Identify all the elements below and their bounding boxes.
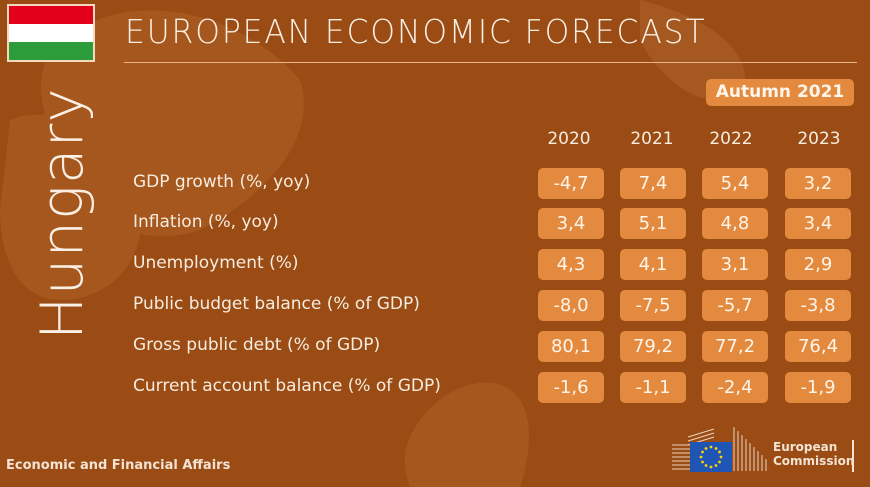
year-header: 2021 bbox=[630, 129, 674, 149]
value-cell: 4,3 bbox=[538, 249, 604, 280]
logo-text-line1: European bbox=[773, 440, 838, 454]
value-cell: 3,2 bbox=[785, 168, 851, 199]
value-cell: -8,0 bbox=[538, 290, 604, 321]
value-cell: 2,9 bbox=[785, 249, 851, 280]
value-cell: 7,4 bbox=[620, 168, 686, 199]
logo-text-line2: Commission bbox=[773, 454, 855, 468]
logo-divider bbox=[852, 440, 854, 472]
row-label: GDP growth (%, yoy) bbox=[133, 172, 311, 192]
title-divider bbox=[124, 62, 857, 63]
row-label: Gross public debt (% of GDP) bbox=[133, 335, 381, 355]
value-cell: 3,1 bbox=[702, 249, 768, 280]
value-cell: -3,8 bbox=[785, 290, 851, 321]
hungary-flag-icon bbox=[7, 4, 95, 62]
value-cell: -5,7 bbox=[702, 290, 768, 321]
european-commission-logo bbox=[672, 427, 767, 472]
value-cell: 80,1 bbox=[538, 331, 604, 362]
edition-badge: Autumn 2021 bbox=[706, 79, 854, 106]
year-header: 2020 bbox=[547, 129, 591, 149]
row-label: Public budget balance (% of GDP) bbox=[133, 294, 420, 314]
value-cell: -1,1 bbox=[620, 372, 686, 403]
value-cell: -2,4 bbox=[702, 372, 768, 403]
value-cell: -4,7 bbox=[538, 168, 604, 199]
value-cell: 4,1 bbox=[620, 249, 686, 280]
row-label: Unemployment (%) bbox=[133, 253, 299, 273]
row-label: Inflation (%, yoy) bbox=[133, 212, 279, 232]
value-cell: 3,4 bbox=[538, 208, 604, 239]
row-label: Current account balance (% of GDP) bbox=[133, 376, 441, 396]
country-name: Hungary bbox=[28, 87, 96, 340]
value-cell: -1,9 bbox=[785, 372, 851, 403]
value-cell: 76,4 bbox=[785, 331, 851, 362]
year-header: 2023 bbox=[797, 129, 841, 149]
value-cell: 3,4 bbox=[785, 208, 851, 239]
year-header: 2022 bbox=[709, 129, 753, 149]
value-cell: 4,8 bbox=[702, 208, 768, 239]
value-cell: 77,2 bbox=[702, 331, 768, 362]
logo-text: European Commission bbox=[773, 440, 854, 468]
value-cell: 5,4 bbox=[702, 168, 768, 199]
value-cell: -7,5 bbox=[620, 290, 686, 321]
value-cell: 79,2 bbox=[620, 331, 686, 362]
value-cell: 5,1 bbox=[620, 208, 686, 239]
page-title: EUROPEAN ECONOMIC FORECAST bbox=[125, 12, 707, 51]
value-cell: -1,6 bbox=[538, 372, 604, 403]
department-label: Economic and Financial Affairs bbox=[6, 458, 231, 473]
